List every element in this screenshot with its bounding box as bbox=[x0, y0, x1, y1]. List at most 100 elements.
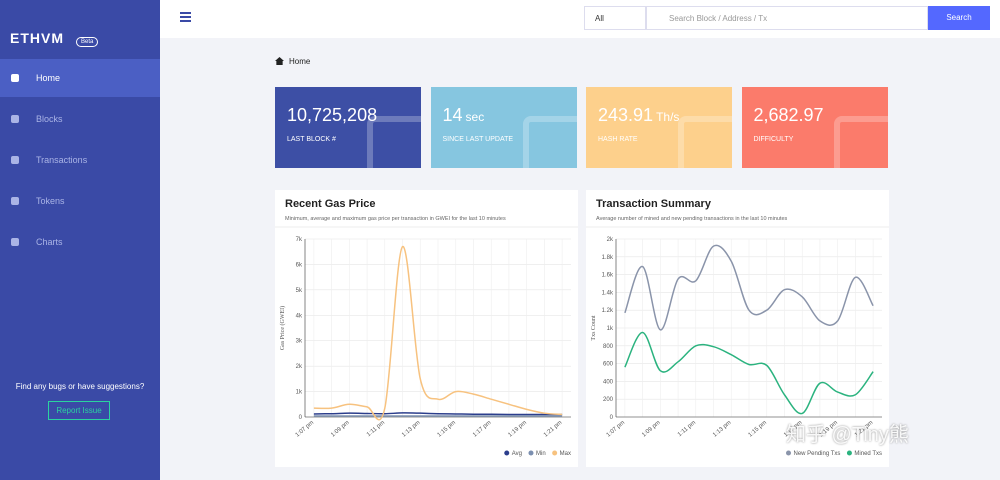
search-input[interactable]: Search Block / Address / Tx bbox=[646, 6, 928, 30]
stat-value: 2,682.97 bbox=[754, 105, 824, 126]
y-tick-label: 1k bbox=[296, 390, 303, 396]
legend-label: Max bbox=[560, 451, 571, 457]
watermark: 知乎 @Tiny熊 bbox=[786, 424, 909, 446]
y-tick-label: 5k bbox=[296, 288, 303, 294]
legend-label: Min bbox=[536, 451, 546, 457]
y-tick-label: 7k bbox=[296, 237, 303, 243]
menu-item[interactable]: Transactions bbox=[0, 141, 160, 179]
legend-swatch bbox=[504, 450, 510, 456]
stat-value: 10,725,208 bbox=[287, 105, 377, 126]
chart-title: Transaction Summary bbox=[596, 198, 712, 210]
menu-icon bbox=[11, 74, 19, 82]
legend-label: New Pending Txs bbox=[794, 451, 841, 457]
search-button[interactable]: Search bbox=[928, 6, 990, 30]
stat-number: 2,682.97 bbox=[753, 105, 824, 125]
feedback-text: Find any bugs or have suggestions? bbox=[15, 382, 145, 391]
series-line bbox=[624, 244, 874, 331]
report-button[interactable]: Report Issue bbox=[48, 401, 110, 420]
home-icon bbox=[275, 57, 284, 65]
menu-item[interactable]: Charts bbox=[0, 223, 160, 261]
filter-select[interactable]: All bbox=[584, 6, 646, 30]
y-tick-label: 2k bbox=[296, 364, 303, 370]
x-tick-label: 1:13 pm bbox=[712, 420, 732, 439]
stat-card: 10,725,208 LAST BLOCK # bbox=[275, 87, 421, 168]
chart-title: Recent Gas Price bbox=[285, 198, 376, 210]
stat-card: 14 sec SINCE LAST UPDATE bbox=[430, 87, 577, 168]
menu-icon bbox=[11, 115, 19, 123]
menu-toggle[interactable] bbox=[180, 12, 191, 14]
series-line bbox=[624, 331, 874, 415]
menu-item[interactable]: Blocks bbox=[0, 100, 160, 138]
y-tick-label: 1.2k bbox=[602, 308, 614, 314]
stat-unit: sec bbox=[465, 110, 485, 124]
y-tick-label: 1.6k bbox=[602, 273, 614, 279]
logo: ETHVM bbox=[10, 30, 64, 46]
menu-label: Transactions bbox=[36, 155, 88, 165]
x-tick-label: 1:21 pm bbox=[543, 420, 563, 439]
x-tick-label: 1:19 pm bbox=[507, 420, 527, 439]
x-tick-label: 1:17 pm bbox=[472, 420, 492, 439]
stat-card: 243.91 Th/s HASH RATE bbox=[586, 87, 732, 168]
menu-item[interactable]: Tokens bbox=[0, 182, 160, 220]
y-tick-label: 200 bbox=[603, 397, 614, 403]
breadcrumb: Home bbox=[289, 57, 311, 66]
y-tick-label: 6k bbox=[296, 262, 303, 268]
y-tick-label: 1.4k bbox=[602, 290, 614, 296]
chart: Recent Gas Price Minimum, average and max… bbox=[275, 198, 578, 457]
x-tick-label: 1:13 pm bbox=[401, 420, 421, 439]
x-tick-label: 1:15 pm bbox=[437, 420, 457, 439]
stat-number: 14 bbox=[442, 105, 463, 125]
y-tick-label: 600 bbox=[603, 362, 614, 368]
stat-icon bbox=[833, 116, 888, 168]
y-tick-label: 0 bbox=[610, 415, 614, 421]
x-tick-label: 1:07 pm bbox=[295, 420, 315, 439]
chart-card: Transaction Summary Average number of min… bbox=[586, 190, 889, 467]
chart-subtitle: Average number of mined and new pending … bbox=[596, 216, 788, 222]
y-axis-label: Gas Price (GWEI) bbox=[279, 306, 286, 350]
chart-card: Recent Gas Price Minimum, average and max… bbox=[275, 190, 578, 467]
stat-label: DIFFICULTY bbox=[753, 136, 794, 143]
chart-subtitle: Minimum, average and maximum gas price p… bbox=[285, 216, 506, 222]
stat-value: 14 sec bbox=[443, 105, 485, 126]
menu-label: Blocks bbox=[36, 114, 63, 124]
series-line bbox=[313, 412, 563, 416]
y-tick-label: 2k bbox=[607, 237, 614, 243]
x-tick-label: 1:15 pm bbox=[748, 420, 768, 439]
series-line bbox=[313, 245, 563, 421]
y-tick-label: 3k bbox=[296, 339, 303, 345]
stat-card: 2,682.97 DIFFICULTY bbox=[741, 87, 888, 168]
x-tick-label: 1:09 pm bbox=[330, 420, 350, 439]
stat-icon bbox=[367, 116, 421, 168]
x-tick-label: 1:09 pm bbox=[641, 420, 661, 439]
menu-icon bbox=[11, 238, 19, 246]
legend-swatch bbox=[552, 450, 558, 456]
header: All Search Block / Address / Tx Search bbox=[160, 0, 1000, 38]
legend-swatch bbox=[786, 450, 791, 456]
stat-label: HASH RATE bbox=[598, 136, 638, 143]
legend-swatch bbox=[528, 450, 534, 456]
x-tick-label: 1:11 pm bbox=[677, 420, 697, 438]
menu-label: Home bbox=[36, 73, 61, 83]
y-axis-label: Txs Count bbox=[591, 315, 597, 341]
legend-swatch bbox=[846, 450, 852, 456]
y-tick-label: 1.8k bbox=[602, 255, 614, 261]
menu-label: Charts bbox=[36, 237, 63, 247]
stat-icon bbox=[678, 116, 732, 168]
stat-icon bbox=[522, 116, 577, 168]
stat-unit: Th/s bbox=[656, 110, 680, 124]
menu-label: Tokens bbox=[36, 196, 65, 206]
y-tick-label: 800 bbox=[603, 344, 614, 350]
y-tick-label: 1k bbox=[607, 326, 614, 332]
legend-label: Mined Txs bbox=[854, 451, 882, 457]
stat-label: LAST BLOCK # bbox=[287, 136, 336, 143]
stat-number: 243.91 bbox=[598, 105, 654, 125]
sidebar: ETHVM Beta Home Blocks Transactions Tokens C… bbox=[0, 0, 160, 480]
stat-number: 10,725,208 bbox=[287, 105, 378, 125]
y-tick-label: 4k bbox=[296, 313, 303, 319]
beta-badge: Beta bbox=[76, 37, 99, 47]
chart: Transaction Summary Average number of min… bbox=[586, 198, 889, 457]
menu-item[interactable]: Home bbox=[0, 59, 160, 97]
x-tick-label: 1:07 pm bbox=[606, 420, 626, 439]
x-tick-label: 1:11 pm bbox=[366, 420, 386, 438]
